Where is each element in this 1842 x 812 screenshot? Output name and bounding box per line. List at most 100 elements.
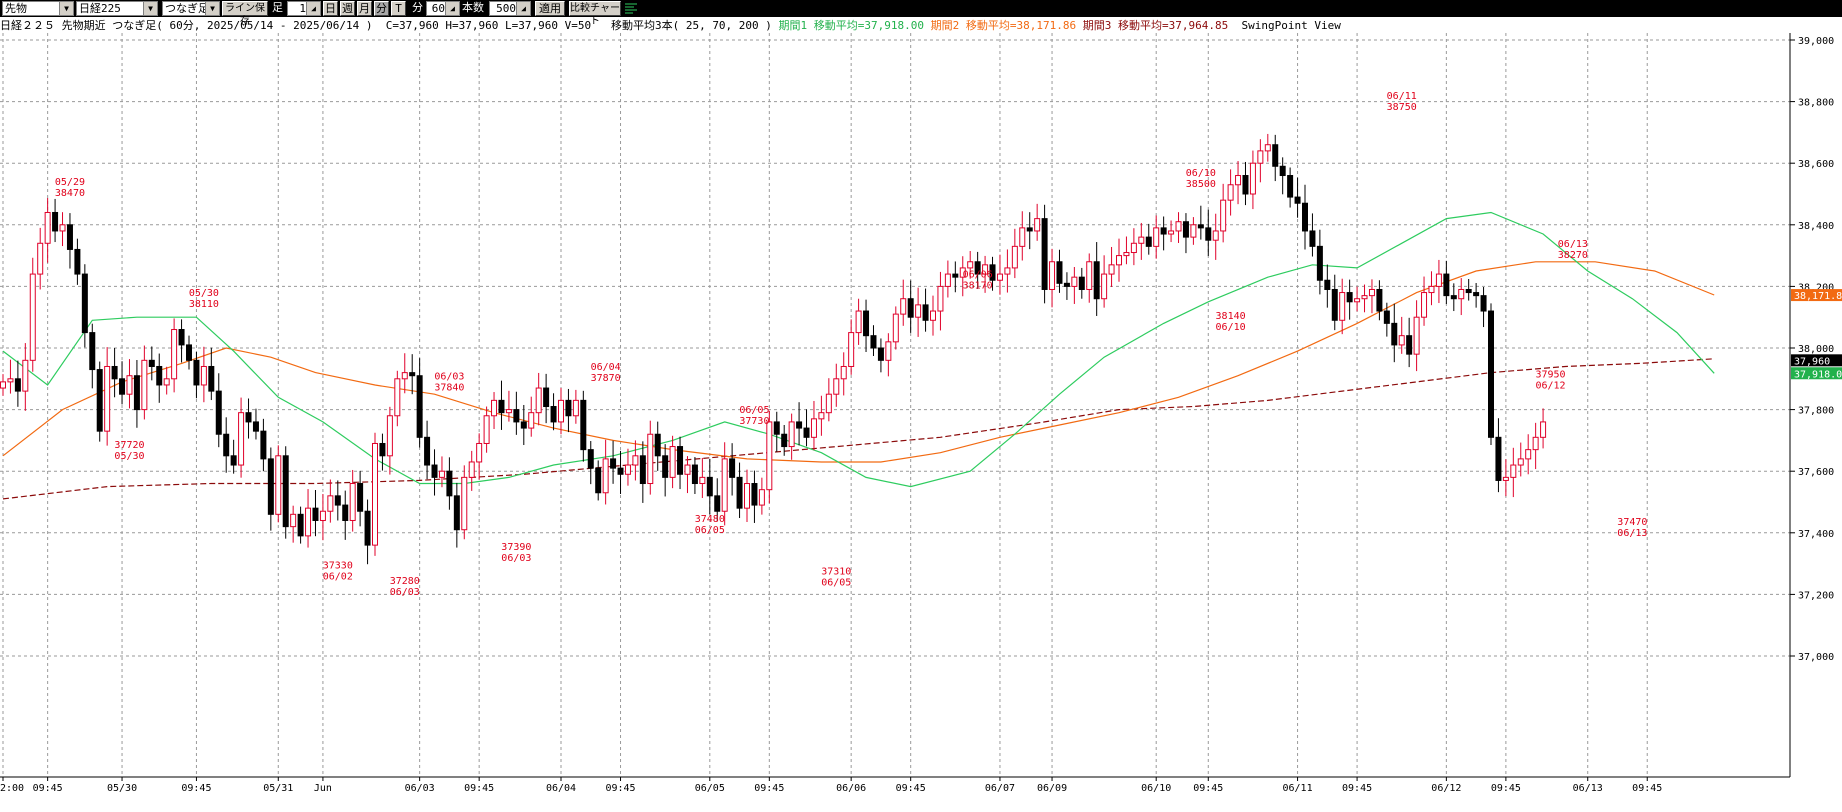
candle-up <box>1168 230 1175 235</box>
series-type-select[interactable]: つなぎ足 ▼ <box>162 1 220 16</box>
candle-up <box>1138 236 1145 244</box>
stepper-icon[interactable]: ◢ <box>306 2 320 15</box>
candle-down <box>773 421 780 435</box>
candle-up <box>1413 316 1420 355</box>
candle-down <box>1041 218 1048 290</box>
chart-background <box>0 33 1842 812</box>
candle-down <box>89 332 96 371</box>
candle-up <box>59 224 66 232</box>
candle-up <box>7 378 14 383</box>
menu-lines-icon[interactable] <box>624 1 638 16</box>
candle-up <box>1011 245 1018 269</box>
candle-down <box>565 399 572 417</box>
swing-point-label: 38110 <box>189 299 219 310</box>
x-tick-label: 06/03 <box>405 783 435 794</box>
candle-down <box>662 455 669 478</box>
candle-up <box>855 310 862 334</box>
candle-up <box>29 273 36 361</box>
ma3-label: 期間3 <box>1082 19 1112 32</box>
candle-down <box>1488 310 1494 438</box>
candle-up <box>1086 261 1093 290</box>
tick-button[interactable]: T <box>391 1 406 16</box>
candle-down <box>922 304 929 321</box>
count-value: 500 <box>496 2 516 15</box>
candle-down <box>654 433 661 457</box>
candle-up <box>37 242 44 275</box>
candle-up <box>818 412 825 420</box>
candle-up <box>386 415 393 457</box>
candle-down <box>260 430 267 460</box>
day-button[interactable]: 日 <box>323 1 338 16</box>
candle-down <box>1302 202 1308 232</box>
y-tick-label: 38,200 <box>1798 282 1834 293</box>
apply-button[interactable]: 適用 <box>535 1 565 16</box>
candle-up <box>1004 267 1011 275</box>
candle-up <box>840 365 847 380</box>
candle-up <box>163 378 170 386</box>
compare-chart-button[interactable]: 比較チャート <box>569 1 621 27</box>
candle-up <box>1212 230 1219 241</box>
candle-up <box>788 421 795 448</box>
candle-down <box>1063 282 1070 287</box>
x-tick-label: 09:45 <box>33 783 63 794</box>
candle-down <box>1480 295 1487 312</box>
ma1-value: 移動平均=37,918.00 <box>813 19 925 32</box>
candle-down <box>1145 236 1152 247</box>
candle-up <box>1116 255 1122 266</box>
candle-up <box>937 285 944 312</box>
x-tick-label: 09:45 <box>181 783 211 794</box>
ma2-label: 期間2 <box>930 19 960 32</box>
candle-up <box>483 415 490 444</box>
candle-down <box>424 436 431 466</box>
candle-down <box>133 375 140 411</box>
candle-down <box>617 467 624 475</box>
chevron-down-icon[interactable]: ▼ <box>59 2 73 15</box>
bar-value-input[interactable]: 1 ◢ <box>287 1 321 16</box>
candle-down <box>610 458 617 469</box>
instrument-select[interactable]: 先物 ▼ <box>2 1 74 16</box>
candle-down <box>781 433 788 448</box>
candle-down <box>416 375 423 438</box>
bar-label: 足 <box>272 1 283 14</box>
candle-down <box>1197 224 1204 229</box>
swing-point-label: 06/06 <box>963 270 993 281</box>
candle-down <box>252 421 259 432</box>
chevron-down-icon[interactable]: ▼ <box>143 2 157 15</box>
candle-up <box>535 387 542 414</box>
candle-up <box>171 329 178 380</box>
candle-up <box>1428 285 1435 294</box>
chart-header: 日経２２５ 先物期近 つなぎ足( 60分, 2025/05/14 - 2025/… <box>0 19 772 32</box>
minute-button[interactable]: 分 <box>374 1 389 16</box>
candle-up <box>915 304 922 318</box>
candle-up <box>104 365 111 432</box>
x-tick-label: 09:45 <box>1491 783 1521 794</box>
candle-up <box>1361 295 1368 300</box>
count-value-input[interactable]: 500 ◢ <box>489 1 531 16</box>
month-button[interactable]: 月 <box>357 1 372 16</box>
candle-down <box>736 476 743 509</box>
candle-up <box>669 446 676 478</box>
minute-value-input[interactable]: 60 ◢ <box>426 1 460 16</box>
chevron-down-icon[interactable]: ▼ <box>205 2 219 15</box>
instrument-value: 先物 <box>5 2 27 15</box>
price-chart[interactable]: 37,000 37,200 37,400 37,600 37,800 38,000 38,2… <box>0 33 1842 812</box>
candle-down <box>431 464 438 478</box>
x-tick-label: 06/12 <box>1431 783 1461 794</box>
candle-up <box>1502 476 1509 481</box>
candle-down <box>543 387 550 408</box>
symbol-select[interactable]: 日経225 ▼ <box>76 1 158 16</box>
week-button[interactable]: 週 <box>340 1 355 16</box>
candle-up <box>1540 421 1547 438</box>
candle-down <box>1443 273 1450 297</box>
swing-point-label: 06/12 <box>1535 380 1565 391</box>
stepper-icon[interactable]: ◢ <box>516 2 530 15</box>
candle-down <box>1279 165 1286 177</box>
candle-up <box>141 359 148 411</box>
save-line-button[interactable]: ライン保存 <box>222 1 268 27</box>
candle-down <box>186 344 192 361</box>
price-tag <box>1791 367 1842 380</box>
candle-down <box>1093 261 1100 300</box>
candle-down <box>193 359 200 386</box>
stepper-icon[interactable]: ◢ <box>445 2 459 15</box>
series-type-value: つなぎ足 <box>165 2 209 15</box>
